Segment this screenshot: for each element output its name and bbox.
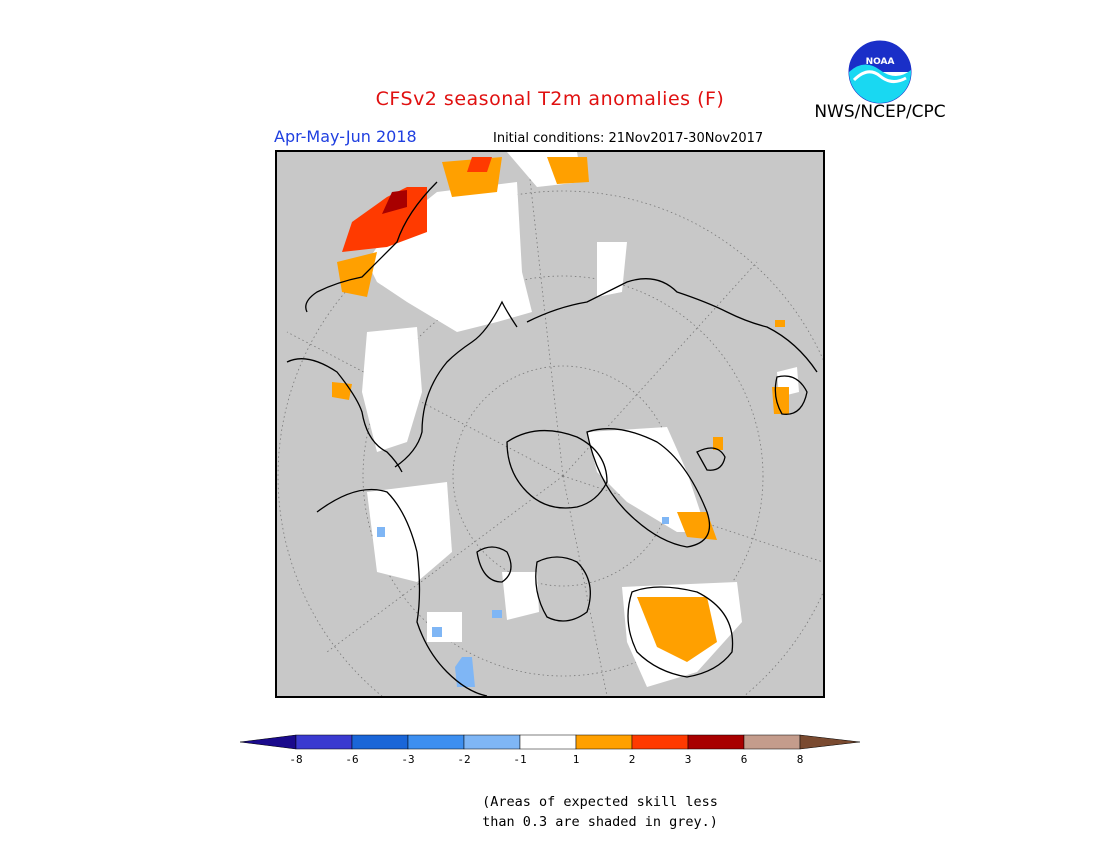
tick-label: -2 <box>457 753 471 766</box>
logo-text: NOAA <box>866 57 895 67</box>
noaa-logo: NOAA <box>848 40 912 104</box>
tick-label: -8 <box>289 753 303 766</box>
anomaly-map <box>275 150 825 698</box>
warm-anomaly-1F <box>332 157 789 662</box>
tick-label: -6 <box>345 753 359 766</box>
colorbar-upper-arrow <box>799 734 861 750</box>
chart-title: CFSv2 seasonal T2m anomalies (F) <box>375 88 725 110</box>
skill-note-line: than 0.3 are shaded in grey.) <box>482 814 718 830</box>
polar-map-svg <box>277 152 823 696</box>
warm-anomaly-3F <box>382 190 407 214</box>
colorbar-lower-arrow <box>239 734 297 750</box>
coastlines <box>286 181 818 696</box>
agency-label: NWS/NCEP/CPC <box>814 102 946 122</box>
tick-label: 6 <box>740 753 748 766</box>
skill-note: (Areas of expected skill less than 0.3 a… <box>470 792 730 832</box>
tick-label: 2 <box>628 753 636 766</box>
cold-anomaly-1F <box>377 517 669 687</box>
tick-label: -3 <box>401 753 415 766</box>
tick-label: -1 <box>513 753 527 766</box>
tick-label: 8 <box>796 753 804 766</box>
tick-label: 1 <box>572 753 580 766</box>
initial-conditions-label: Initial conditions: 21Nov2017-30Nov2017 <box>493 131 764 146</box>
skill-note-line: (Areas of expected skill less <box>482 794 718 810</box>
tick-label: 3 <box>684 753 692 766</box>
season-label: Apr-May-Jun 2018 <box>274 127 417 146</box>
colorbar <box>239 734 861 750</box>
